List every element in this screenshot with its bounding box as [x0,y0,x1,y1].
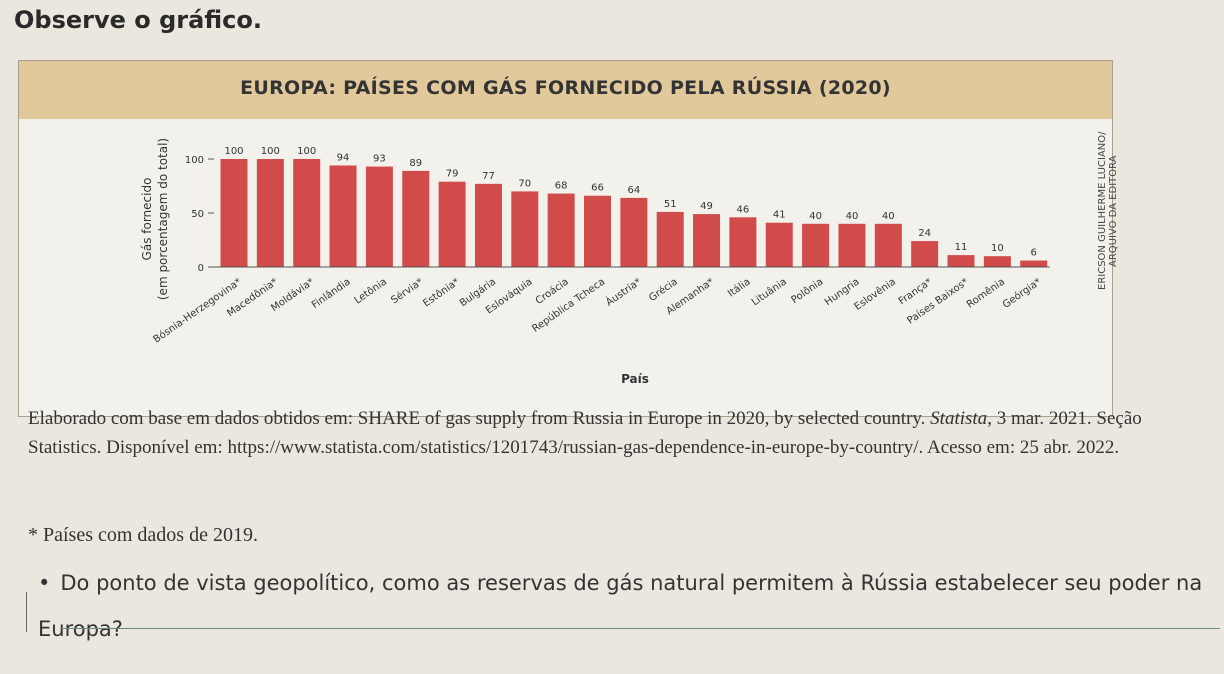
chart-title: EUROPA: PAÍSES COM GÁS FORNECIDO PELA RÚ… [240,77,891,99]
category-labels: Bósnia-Herzegovina*Macedônia*Moldávia*Fi… [151,275,1043,346]
value-label: 66 [591,183,604,194]
category-label: Áustria* [603,275,643,309]
x-axis-label: País [621,372,649,386]
value-label: 100 [224,146,243,157]
intro-text: Observe o gráfico. [14,6,262,34]
value-label: 24 [918,228,931,239]
chart-header: EUROPA: PAÍSES COM GÁS FORNECIDO PELA RÚ… [19,61,1112,119]
bar-chart: Gás fornecido (em porcentagem do total) 0… [140,138,1050,386]
question: • Do ponto de vista geopolítico, como as … [38,560,1218,652]
bar [874,223,902,267]
bar [474,183,502,267]
source-suffix: , 3 mar. 2021. Seção Statistics. Disponí… [28,408,1142,458]
value-label: 64 [627,185,640,196]
y-tick-label: 0 [198,263,204,274]
chart-frame: EUROPA: PAÍSES COM GÁS FORNECIDO PELA RÚ… [18,60,1113,417]
y-axis-label-line: (em porcentagem do total) [156,138,170,300]
bar [220,159,248,267]
y-tick-label: 50 [191,209,204,220]
bar [293,159,321,267]
value-label: 10 [991,243,1004,254]
bar [511,191,539,267]
category-label: Itália [726,276,753,300]
bars [220,159,1048,267]
value-label: 77 [482,171,495,182]
category-label: Lituânia [749,276,789,309]
source-prefix: Elaborado com base em dados obtidos em: … [28,408,931,429]
category-label: Geórgia* [1000,276,1043,311]
category-label: Estônia* [421,276,462,310]
footnote: * Países com dados de 2019. [28,524,258,546]
value-label: 40 [846,211,859,222]
category-label: Finlândia [309,276,352,311]
credit-line-1: ERICSON GUILHERME LUCIANO/ [1097,131,1108,291]
bar [947,255,975,267]
answer-line [60,628,1220,629]
category-label: Romênia [964,276,1007,311]
bar [656,211,684,267]
bar [802,223,830,267]
value-label: 89 [409,158,422,169]
category-label: Polônia [789,276,825,306]
bar [765,222,793,267]
bar [584,195,611,267]
value-label: 11 [955,242,968,253]
value-label: 40 [809,211,822,222]
bar [729,217,757,267]
value-label: 100 [261,146,280,157]
value-label: 100 [297,146,316,157]
image-credit: ERICSON GUILHERME LUCIANO/ ARQUIVO DA ED… [1097,106,1119,316]
bar [256,159,284,267]
value-label: 79 [446,169,459,180]
value-label: 68 [555,181,568,192]
bar [838,223,866,267]
value-label: 94 [337,152,350,163]
value-label: 51 [664,199,677,210]
category-label: Eslovênia [852,276,898,313]
credit-line-2: ARQUIVO DA EDITORA [1108,155,1119,267]
y-axis-label-line: Gás fornecido [140,178,154,261]
bar [402,170,430,267]
bar [1020,260,1048,267]
bar [620,197,648,267]
y-axis-label: Gás fornecido (em porcentagem do total) [140,138,170,300]
bar [438,181,466,267]
value-label: 46 [737,204,750,215]
bar [983,256,1011,267]
bar [693,214,721,267]
bar [329,165,357,267]
y-tick-label: 100 [185,155,204,166]
category-label: Grécia [647,276,680,304]
question-bullet: • [38,571,51,595]
bar [911,241,939,267]
source-publisher: Statista [930,408,988,429]
value-label: 49 [700,201,713,212]
value-label: 70 [518,178,531,189]
category-label: Letônia [352,276,389,307]
value-label: 41 [773,210,786,221]
category-label: Sérvia* [389,276,426,307]
question-text: Do ponto de vista geopolítico, como as r… [38,571,1203,641]
value-label: 40 [882,211,895,222]
bar [365,166,393,267]
y-axis-ticks: 0 50 100 [185,155,214,274]
value-label: 6 [1031,248,1037,259]
source-citation: Elaborado com base em dados obtidos em: … [28,404,1198,462]
value-labels: 100 100 100 94 93 89 79 77 70 68 66 64 51 49 46 41 40 40 4… [224,146,1036,259]
bar [547,193,575,267]
margin-line [26,592,27,632]
value-label: 93 [373,154,386,165]
category-label: Países Baixos* [905,276,971,327]
